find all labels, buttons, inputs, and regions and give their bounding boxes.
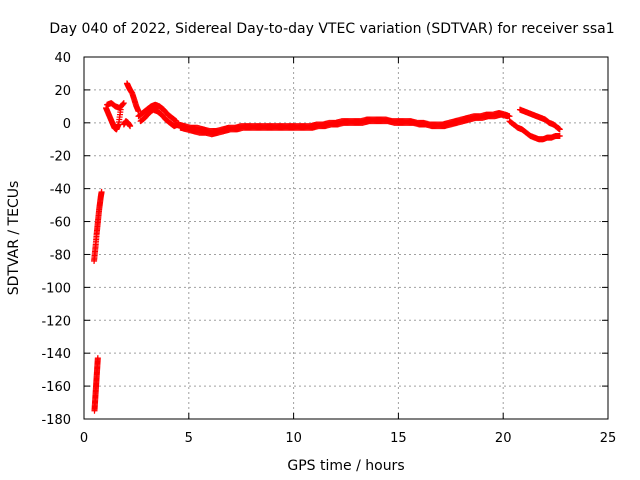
y-tick-label: -120 bbox=[41, 314, 71, 329]
data-point bbox=[127, 123, 134, 130]
y-tick-label: -140 bbox=[41, 347, 71, 362]
y-tick-label: -60 bbox=[50, 216, 71, 231]
x-tick-labels: 0 5 10 15 20 25 bbox=[80, 431, 616, 446]
x-tick-label: 25 bbox=[600, 431, 617, 446]
grid-layer bbox=[84, 57, 608, 419]
y-tick-label: -20 bbox=[50, 150, 71, 165]
x-tick-label: 5 bbox=[185, 431, 193, 446]
y-tick-label: -100 bbox=[41, 281, 71, 296]
y-tick-label: -40 bbox=[50, 183, 71, 198]
data-point bbox=[556, 132, 563, 139]
data-point bbox=[120, 100, 127, 107]
data-point bbox=[98, 188, 105, 195]
x-tick-label: 10 bbox=[285, 431, 302, 446]
y-tick-label: -160 bbox=[41, 380, 71, 395]
y-tick-labels: 40 20 0 -20 -40 -60 -80 -100 -120 -140 -160 -180 bbox=[41, 51, 71, 428]
data-marks bbox=[91, 80, 563, 414]
x-tick-label: 15 bbox=[390, 431, 407, 446]
x-axis-label: GPS time / hours bbox=[287, 458, 404, 474]
y-tick-label: 40 bbox=[54, 51, 71, 66]
data-point bbox=[94, 355, 101, 362]
y-tick-label: 20 bbox=[54, 84, 71, 99]
x-tick-label: 0 bbox=[80, 431, 88, 446]
data-point bbox=[504, 113, 511, 120]
tick-layer bbox=[83, 56, 609, 420]
y-tick-label: -80 bbox=[50, 248, 71, 263]
chart-title: Day 040 of 2022, Sidereal Day-to-day VTE… bbox=[49, 21, 614, 37]
y-tick-label: -180 bbox=[41, 413, 71, 428]
data-point bbox=[120, 100, 127, 107]
data-point bbox=[556, 126, 563, 133]
plot-frame bbox=[83, 56, 609, 420]
y-tick-label: 0 bbox=[63, 117, 71, 132]
x-tick-label: 20 bbox=[495, 431, 512, 446]
y-axis-label: SDTVAR / TECUs bbox=[6, 181, 22, 296]
